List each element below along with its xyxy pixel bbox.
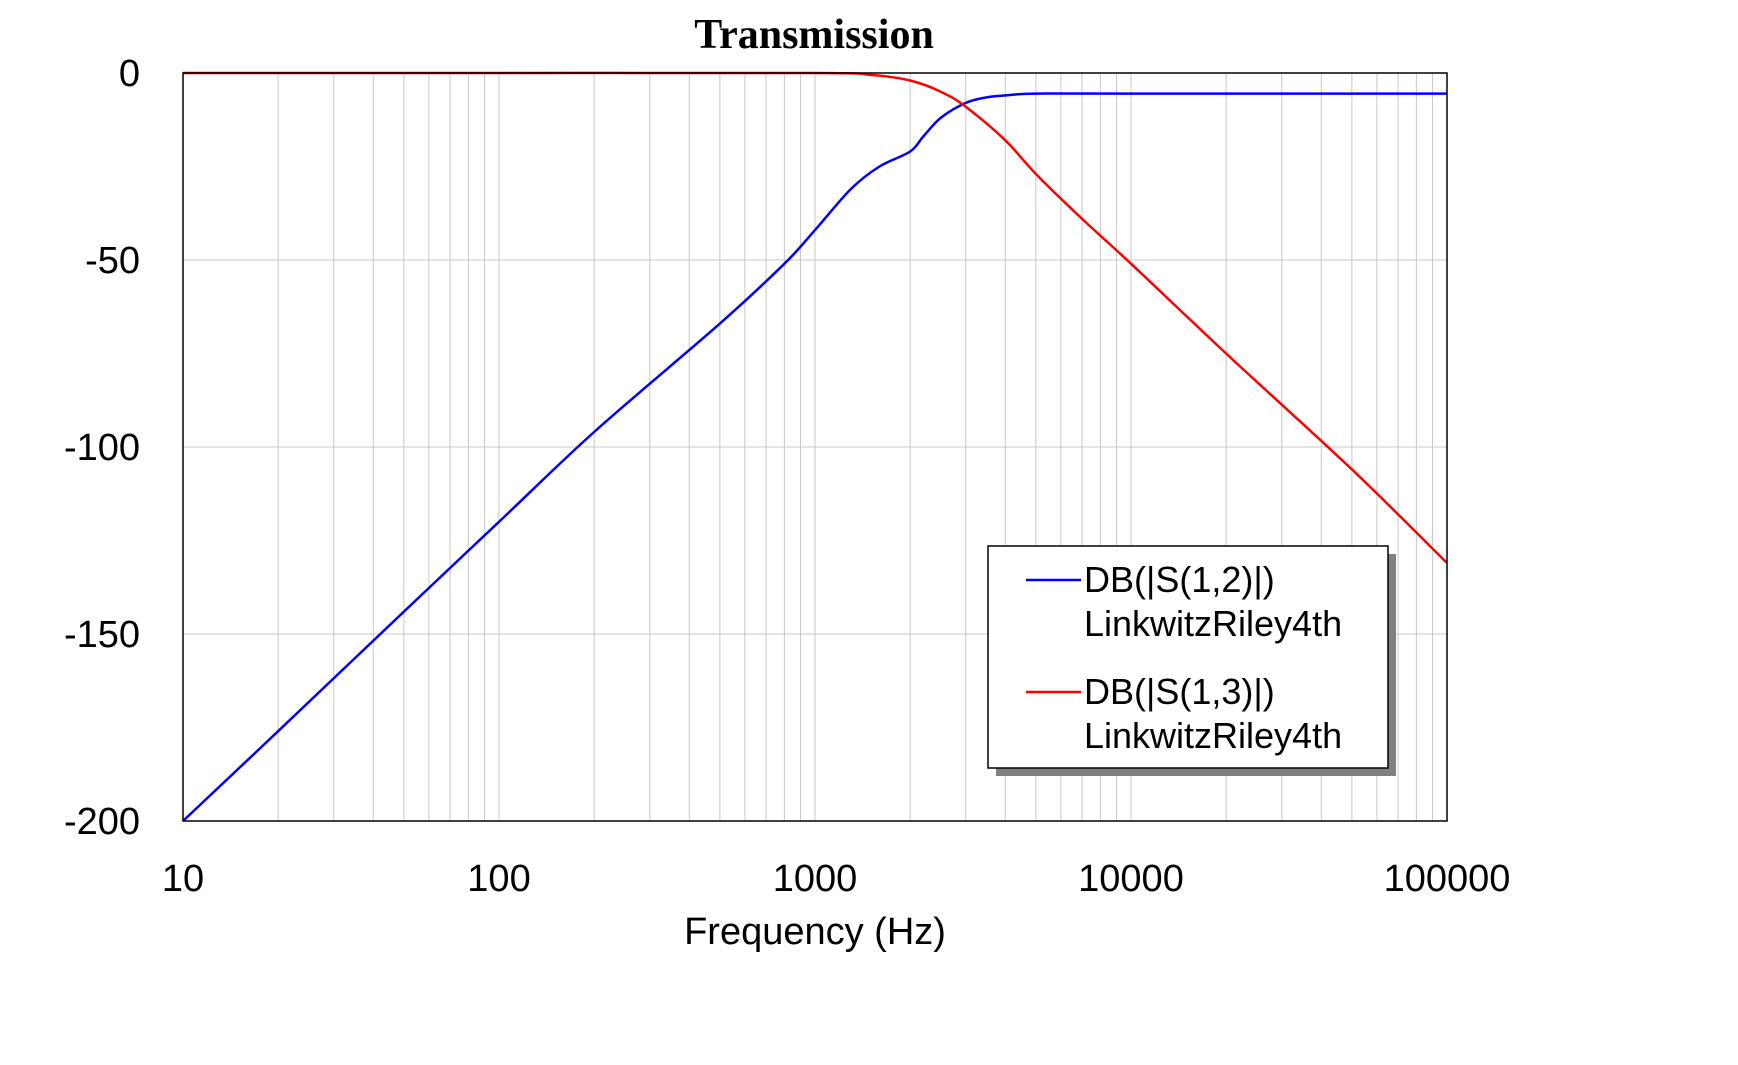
- x-tick-label: 100000: [1384, 858, 1511, 900]
- x-axis-label: Frequency (Hz): [684, 911, 946, 953]
- legend-sublabel-s12: LinkwitzRiley4th: [1084, 603, 1342, 644]
- x-tick-label: 10000: [1078, 858, 1184, 900]
- y-tick-label: -100: [64, 427, 140, 469]
- y-tick-label: 0: [119, 53, 140, 95]
- tick-labels: 10 100 1000 10000 100000 0 -50 -100 -150 -200: [64, 53, 1510, 900]
- y-tick-label: -150: [64, 614, 140, 656]
- y-tick-label: -200: [64, 801, 140, 843]
- series-line-s12: [182, 92, 1447, 822]
- legend: DB(|S(1,2)|) LinkwitzRiley4th DB(|S(1,3)…: [987, 545, 1396, 776]
- x-tick-label: 100: [467, 858, 530, 900]
- legend-box: [987, 545, 1389, 769]
- legend-sublabel-s13: LinkwitzRiley4th: [1084, 715, 1342, 756]
- y-tick-label: -50: [85, 240, 140, 282]
- legend-label-s13: DB(|S(1,3)|): [1084, 671, 1275, 712]
- legend-label-s12: DB(|S(1,2)|): [1084, 559, 1275, 600]
- x-tick-label: 1000: [773, 858, 858, 900]
- plot-border: [182, 72, 1448, 822]
- x-tick-label: 10: [162, 858, 204, 900]
- chart-title: Transmission: [694, 12, 934, 58]
